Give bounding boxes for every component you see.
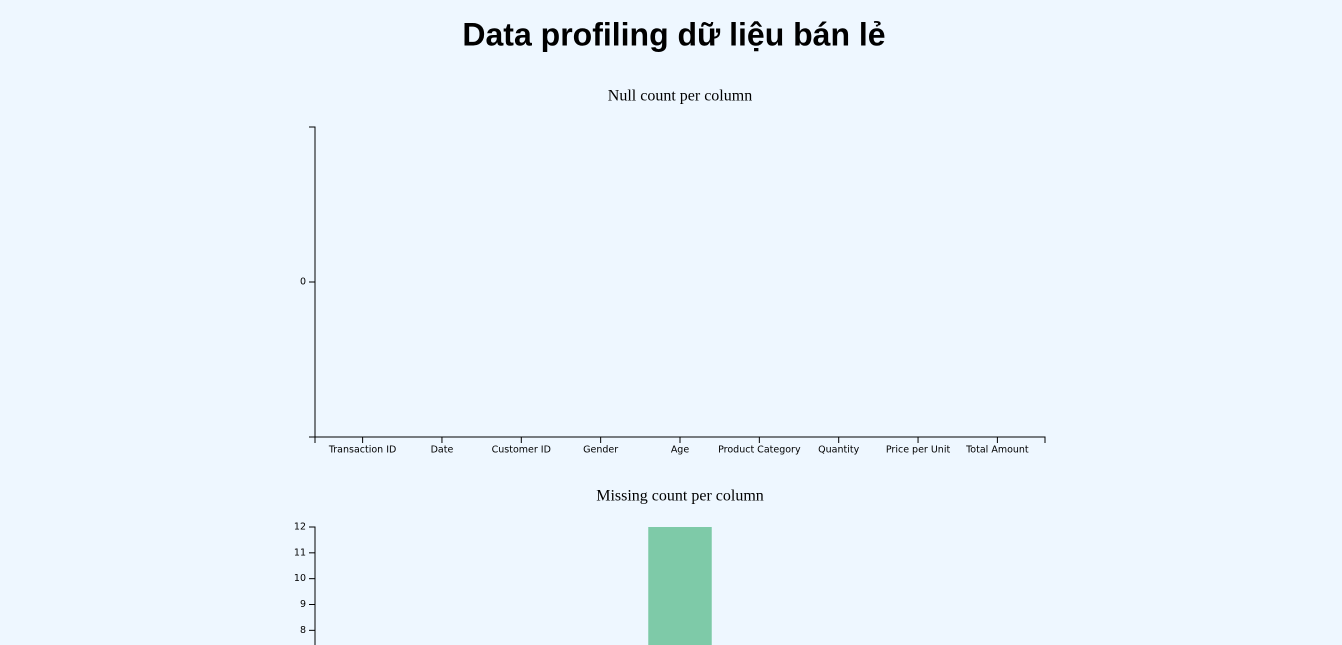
x-tick-label: Age: [671, 445, 690, 456]
y-tick-label: 0: [300, 277, 306, 288]
page-title: Data profiling dữ liệu bán lẻ: [462, 16, 885, 52]
y-tick-label: 12: [294, 522, 306, 533]
chart-title: Null count per column: [608, 88, 752, 105]
x-tick-label: Product Category: [718, 445, 801, 456]
x-tick-label: Customer ID: [492, 445, 551, 456]
y-tick-label: 10: [294, 573, 306, 584]
y-tick-label: 8: [300, 625, 306, 636]
x-tick-label: Quantity: [818, 445, 859, 456]
chart-title: Missing count per column: [596, 488, 764, 505]
x-tick-label: Gender: [583, 445, 618, 456]
y-axis: [309, 526, 316, 645]
y-tick-label: 11: [294, 547, 306, 558]
x-tick-label: Date: [431, 445, 454, 456]
x-tick-label: Transaction ID: [328, 445, 396, 456]
x-tick-label: Price per Unit: [886, 445, 951, 456]
y-tick-label: 9: [300, 599, 306, 610]
x-tick-label: Total Amount: [965, 445, 1029, 456]
bar: [648, 527, 712, 645]
